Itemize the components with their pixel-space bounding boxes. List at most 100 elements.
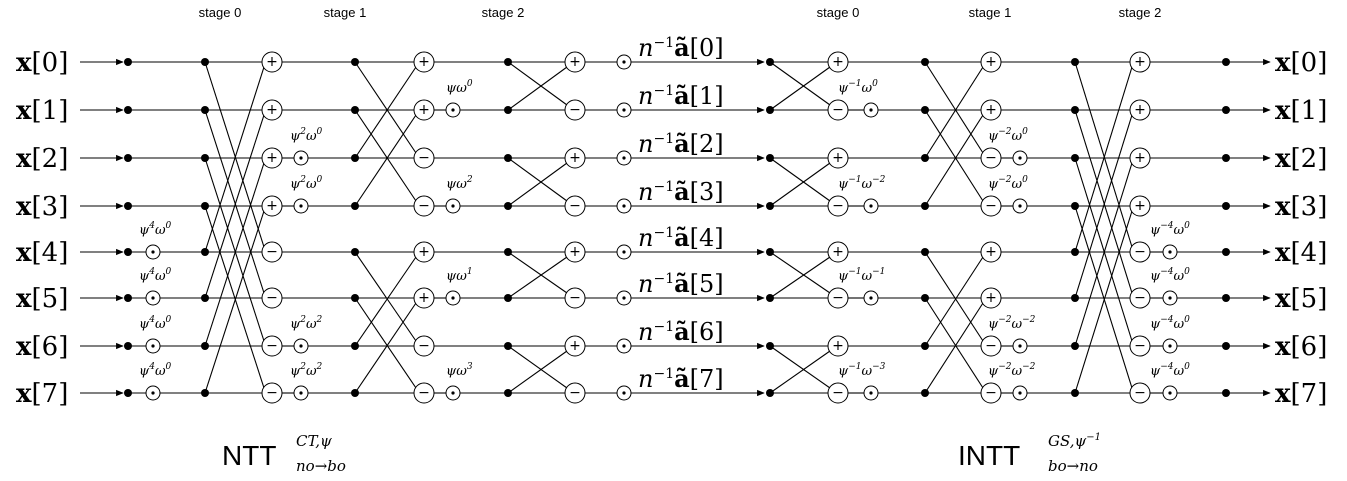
node-dot: [921, 202, 929, 210]
intt-title: INTT: [958, 440, 1020, 471]
stage-header: stage 2: [1119, 5, 1162, 20]
output-label: x[4]: [1275, 238, 1327, 268]
sub-sign: −: [832, 385, 844, 401]
add-sign: +: [569, 244, 581, 260]
wire: [1074, 157, 1133, 342]
wire: [924, 297, 984, 389]
wire: [354, 114, 417, 207]
mul-dot: [299, 204, 303, 208]
wire: [769, 350, 831, 394]
node-dot: [766, 58, 774, 66]
twiddle-label: ψ−1ω−2: [838, 175, 886, 192]
add-sign: +: [266, 198, 278, 214]
mul-dot: [622, 296, 626, 300]
add-operator: [261, 147, 283, 169]
twiddle-label: ψ4ω0: [139, 221, 172, 238]
node-dot: [1222, 342, 1230, 350]
twiddle-label: ψ−4ω0: [1150, 267, 1190, 284]
node-dot: [921, 106, 929, 114]
node-dot: [124, 58, 132, 66]
node-dot: [1222, 58, 1230, 66]
sub-sign: −: [1134, 290, 1146, 306]
add-sign: +: [266, 54, 278, 70]
node-dot: [1222, 248, 1230, 256]
nodes-layer: + + + + − − − − + + − − + + − − + − + − + − + − + − + − + − + − + + − − + + − −…: [124, 51, 1230, 404]
sub-operator: [1129, 335, 1151, 357]
node-dot: [351, 389, 359, 397]
node-dot: [201, 202, 209, 210]
sub-sign: −: [832, 290, 844, 306]
intermediate-label: n−1ã[5]: [638, 269, 724, 298]
mul-dot: [1018, 204, 1022, 208]
sub-sign: −: [1134, 338, 1146, 354]
node-dot: [921, 389, 929, 397]
wire: [204, 205, 265, 389]
add-operator: [827, 241, 849, 263]
wire: [354, 109, 417, 202]
wire: [924, 61, 984, 154]
node-dot: [201, 342, 209, 350]
wire: [507, 157, 568, 202]
mul-dot: [622, 344, 626, 348]
mul-dot: [299, 156, 303, 160]
twiddle-label: ψω3: [446, 362, 473, 379]
add-operator: [261, 99, 283, 121]
sub-sign: −: [418, 385, 430, 401]
wire: [769, 157, 831, 202]
twiddle-label: ψ−1ω0: [838, 79, 878, 96]
node-dot: [766, 389, 774, 397]
sub-operator: [261, 241, 283, 263]
add-operator: [1129, 99, 1151, 121]
wire: [769, 345, 831, 389]
wire: [769, 61, 831, 106]
node-dot: [504, 106, 512, 114]
add-sign: +: [985, 244, 997, 260]
add-operator: [1129, 195, 1151, 217]
twiddle-label: ψ−1ω−3: [838, 362, 886, 379]
add-operator: [1129, 147, 1151, 169]
twiddle-label: ψ4ω0: [139, 267, 172, 284]
sub-operator: [564, 99, 586, 121]
output-label: x[6]: [1275, 332, 1327, 362]
wire: [769, 256, 831, 299]
twiddle-label: ψ−4ω0: [1150, 221, 1190, 238]
node-dot: [1071, 294, 1079, 302]
add-operator: [261, 51, 283, 73]
intermediate-label: n−1ã[0]: [638, 33, 724, 62]
mul-dot: [869, 391, 873, 395]
node-dot: [504, 202, 512, 210]
wire: [1074, 66, 1133, 253]
node-dot: [504, 389, 512, 397]
wire: [1074, 61, 1133, 248]
node-dot: [201, 106, 209, 114]
add-sign: +: [569, 150, 581, 166]
wire: [924, 302, 984, 394]
wire: [924, 66, 984, 159]
wire: [507, 256, 568, 299]
sub-sign: −: [266, 290, 278, 306]
intermediate-label: n−1ã[6]: [638, 317, 724, 346]
node-dot: [351, 248, 359, 256]
wire: [924, 256, 984, 347]
mul-dot: [622, 156, 626, 160]
wire: [204, 162, 265, 347]
add-operator: [827, 51, 849, 73]
mul-dot: [1168, 344, 1172, 348]
node-dot: [1071, 202, 1079, 210]
node-dot: [1071, 58, 1079, 66]
node-dot: [504, 58, 512, 66]
add-sign: +: [985, 102, 997, 118]
node-dot: [201, 294, 209, 302]
sub-sign: −: [1134, 385, 1146, 401]
stage-header: stage 1: [969, 5, 1012, 20]
sub-operator: [980, 382, 1002, 404]
add-sign: +: [266, 102, 278, 118]
mul-dot: [1018, 391, 1022, 395]
wire: [507, 162, 568, 207]
node-dot: [504, 154, 512, 162]
output-label: x[0]: [1275, 48, 1327, 78]
node-dot: [124, 342, 132, 350]
sub-sign: −: [832, 102, 844, 118]
sub-sign: −: [569, 385, 581, 401]
